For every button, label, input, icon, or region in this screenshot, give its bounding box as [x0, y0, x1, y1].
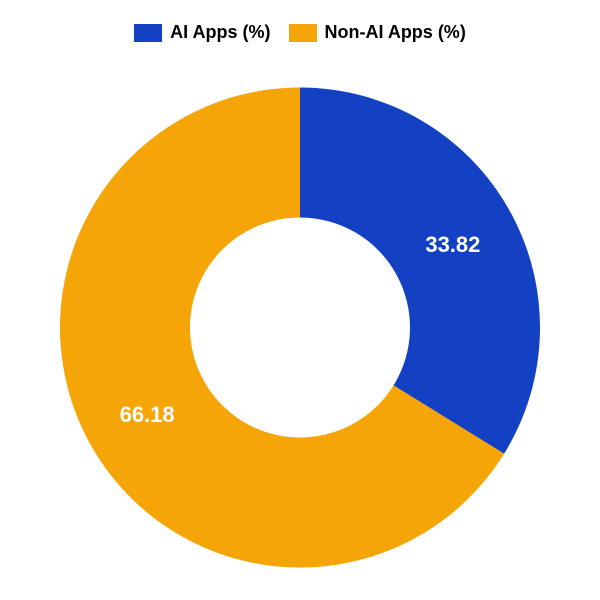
legend-swatch-non-ai-apps	[289, 24, 317, 42]
slice-ai-apps	[300, 88, 540, 454]
legend-swatch-ai-apps	[134, 24, 162, 42]
legend-item-ai-apps: AI Apps (%)	[134, 22, 270, 43]
donut-chart	[40, 68, 560, 593]
slice-label-non-ai-apps: 66.18	[120, 402, 175, 428]
slice-label-ai-apps: 33.82	[425, 232, 480, 258]
legend-label-ai-apps: AI Apps (%)	[170, 22, 270, 43]
legend: AI Apps (%) Non-AI Apps (%)	[0, 0, 600, 43]
donut-svg	[40, 68, 560, 588]
legend-label-non-ai-apps: Non-AI Apps (%)	[325, 22, 466, 43]
legend-item-non-ai-apps: Non-AI Apps (%)	[289, 22, 466, 43]
